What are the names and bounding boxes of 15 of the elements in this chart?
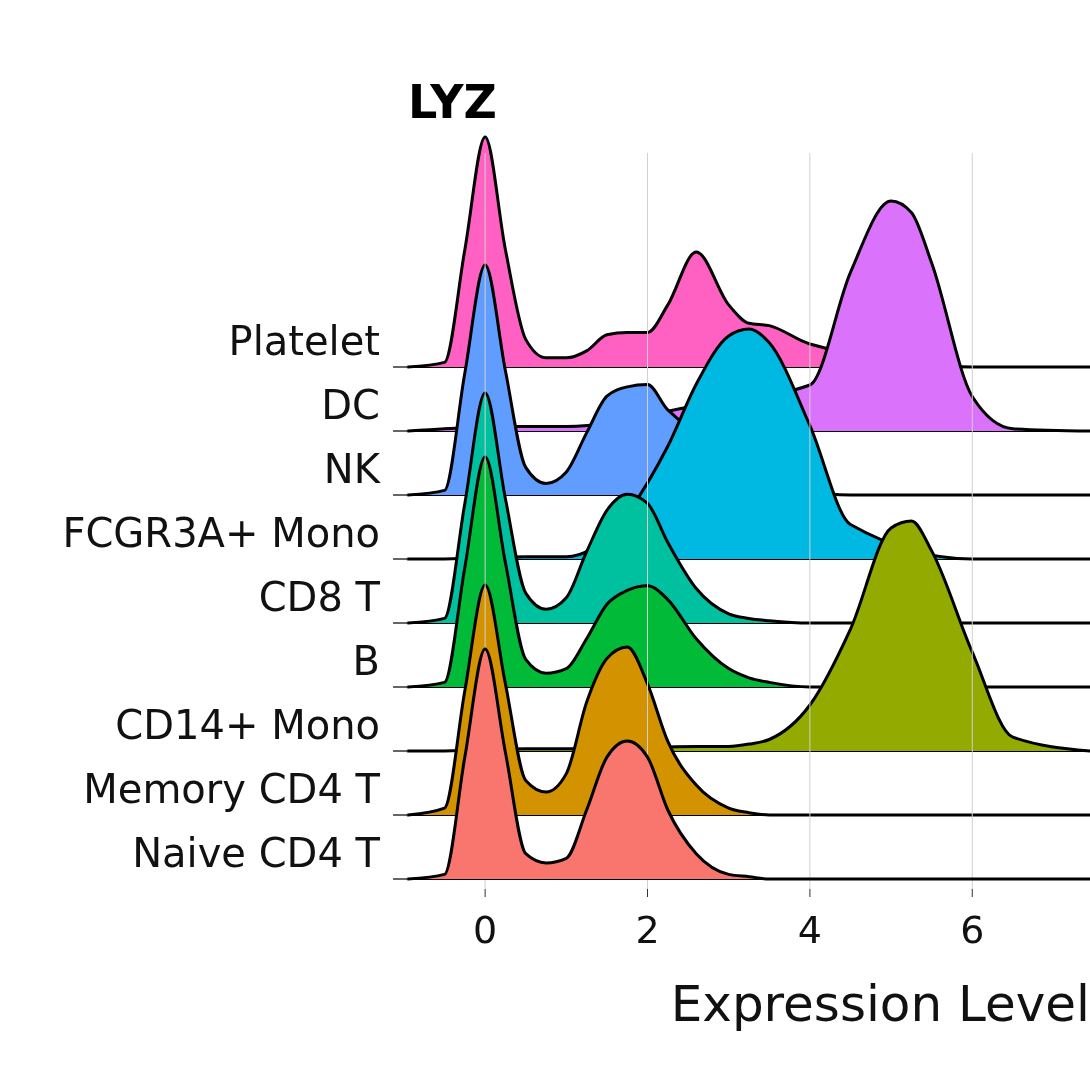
- chart-title: LYZ: [408, 75, 497, 129]
- x-tick-label: 4: [797, 908, 822, 952]
- y-axis-title: CD14+ Mono: [115, 702, 380, 748]
- y-axis-title: Platelet: [228, 318, 380, 364]
- y-axis-title: Naive CD4 T: [132, 830, 381, 876]
- y-axis-title: CD8 T: [258, 574, 381, 620]
- y-axis-title: DC: [321, 382, 380, 428]
- y-axis-title: FCGR3A+ Mono: [62, 510, 380, 556]
- x-tick-label: 0: [473, 908, 498, 952]
- x-tick-label: 6: [960, 908, 985, 952]
- y-axis-title: NK: [323, 446, 382, 492]
- y-axis-title: Memory CD4 T: [83, 766, 381, 812]
- y-axis-title: B: [352, 638, 380, 684]
- x-tick-label: 2: [635, 908, 660, 952]
- x-axis-title: Expression Level: [670, 975, 1090, 1033]
